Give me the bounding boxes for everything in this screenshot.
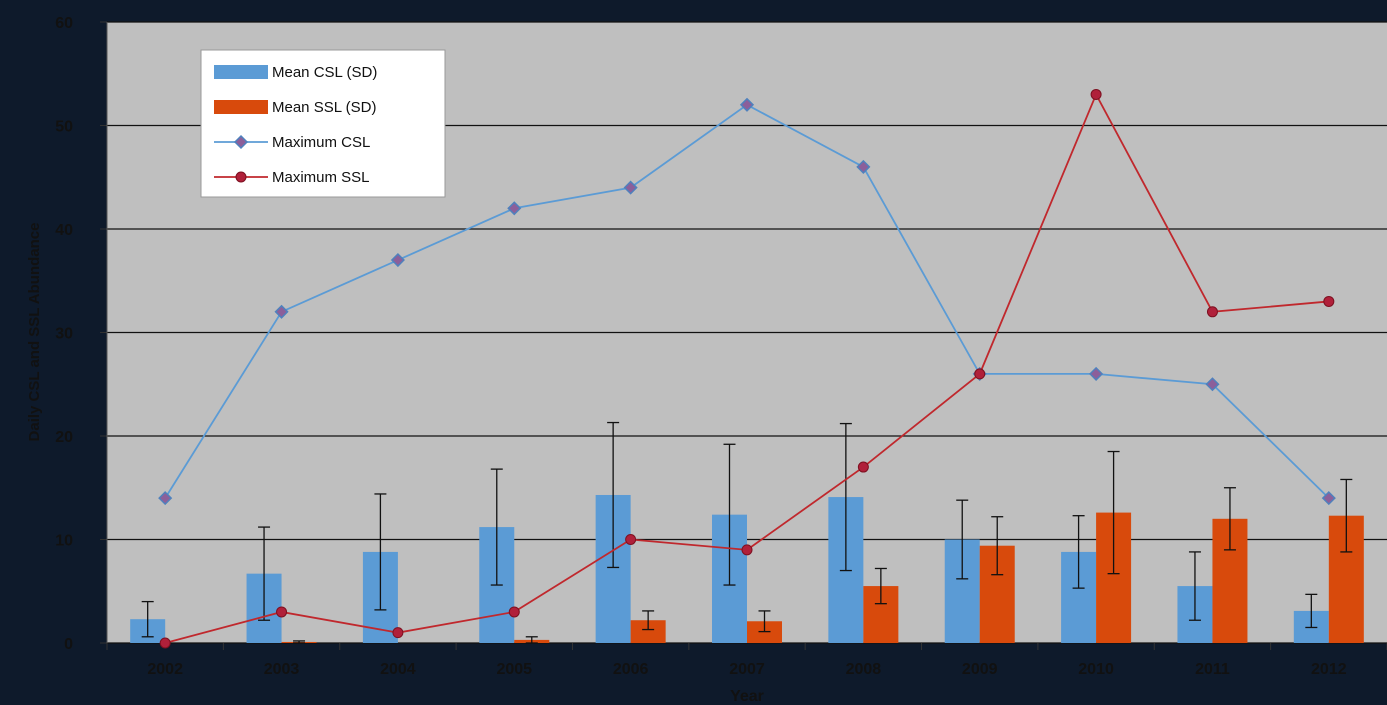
- data-point: [1205, 377, 1220, 392]
- x-axis-title: Year: [730, 688, 764, 705]
- x-tick-label: 2011: [1195, 661, 1230, 678]
- data-point: [857, 461, 869, 473]
- axes: 0 10 20 30 40 50 60 2002 2003 2004 2005 2006 2007 200…: [55, 15, 1387, 678]
- data-point: [159, 637, 171, 649]
- legend-label: Mean CSL (SD): [272, 64, 377, 81]
- x-tick-label: 2009: [962, 661, 998, 678]
- data-point: [1090, 88, 1102, 100]
- y-axis-title: Daily CSL and SSL Abundance: [26, 223, 43, 442]
- data-point: [274, 304, 289, 319]
- legend-marker: [235, 171, 247, 183]
- data-point: [625, 534, 637, 545]
- data-point: [1323, 295, 1335, 307]
- x-tick-label: 2003: [264, 661, 300, 678]
- x-tick-label: 2010: [1078, 661, 1114, 678]
- data-point: [974, 368, 986, 380]
- legend: Mean CSL (SD) Mean SSL (SD) Maximum CSL Max…: [200, 49, 446, 198]
- data-point: [739, 97, 755, 112]
- data-point: [507, 201, 522, 216]
- x-tick-label: 2007: [729, 661, 765, 678]
- y-tick-label: 20: [55, 429, 73, 446]
- bar: [630, 620, 666, 643]
- data-point: [1206, 306, 1218, 318]
- legend-marker: [233, 134, 249, 150]
- data-point: [623, 180, 638, 195]
- y-tick-label: 10: [55, 533, 73, 550]
- legend-label: Maximum SSL: [272, 169, 370, 186]
- data-point: [390, 252, 405, 268]
- y-tick-label: 0: [64, 636, 73, 653]
- legend-swatch: [214, 100, 268, 114]
- error-bars: [141, 421, 1353, 644]
- x-tick-label: 2004: [380, 661, 416, 678]
- x-tick-label: 2002: [147, 661, 183, 678]
- data-point: [741, 544, 753, 556]
- y-tick-label: 60: [55, 15, 73, 32]
- bars: [130, 494, 1364, 643]
- legend-swatch: [214, 65, 268, 79]
- data-point: [1321, 491, 1336, 506]
- y-tick-label: 40: [55, 222, 73, 239]
- x-tick-label: 2005: [496, 661, 532, 678]
- x-tick-label: 2012: [1311, 661, 1347, 678]
- legend-label: Mean SSL (SD): [272, 99, 376, 116]
- data-point: [508, 606, 520, 618]
- lines: [158, 88, 1336, 649]
- y-tick-label: 30: [55, 326, 73, 343]
- data-point: [392, 627, 404, 639]
- legend-label: Maximum CSL: [272, 134, 370, 151]
- data-point: [856, 159, 871, 174]
- y-tick-label: 50: [55, 119, 73, 136]
- data-point: [1089, 366, 1104, 381]
- data-point: [158, 491, 173, 506]
- data-point: [276, 606, 288, 618]
- x-tick-label: 2006: [613, 661, 649, 678]
- x-tick-label: 2008: [846, 661, 882, 678]
